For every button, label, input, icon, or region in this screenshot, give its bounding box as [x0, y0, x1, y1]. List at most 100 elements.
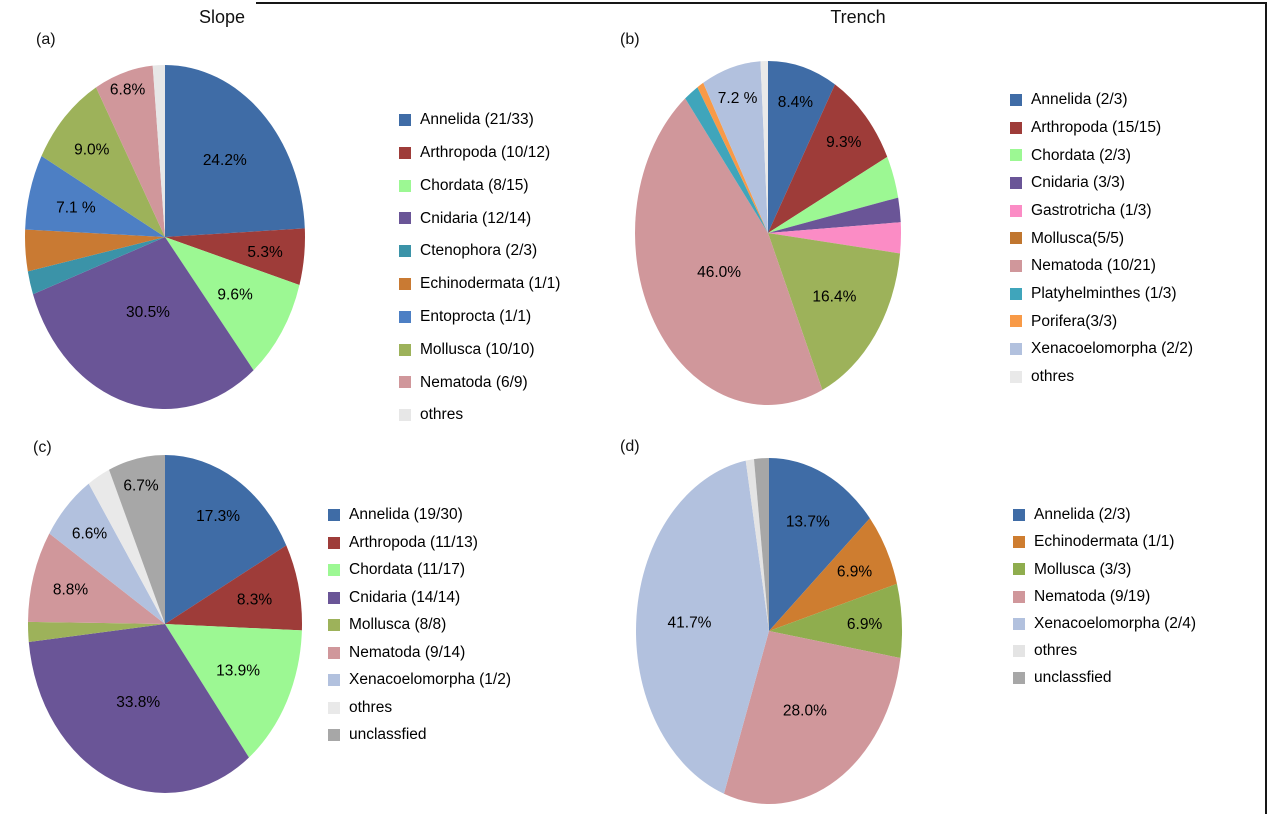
panel-label-a: (a): [36, 31, 56, 48]
pie-b-slice-porifera: [697, 82, 768, 233]
legend-item-label: Entoprocta (1/1): [420, 308, 532, 326]
legend-swatch: [399, 212, 411, 225]
pie-a-slice-ctenophora: [27, 237, 165, 295]
legend-swatch: [1013, 536, 1025, 549]
legend-item: Cnidaria (3/3): [1010, 169, 1193, 197]
pie-b-slice-xenacoelomorpha: [703, 61, 768, 233]
legend-item-label: Cnidaria (3/3): [1031, 174, 1125, 192]
pie-a-slice-mollusca: [41, 87, 166, 237]
legend-item: Arthropoda (15/15): [1010, 114, 1193, 142]
legend-swatch: [399, 409, 411, 422]
legend-item-label: Platyhelminthes (1/3): [1031, 285, 1177, 303]
pie-b-slice-label-arthropoda: 9.3%: [826, 134, 862, 151]
pie-d-slice-mollusca: [769, 583, 902, 659]
legend-item: Echinodermata (1/1): [399, 268, 560, 301]
legend-a: Annelida (21/33) Arthropoda (10/12) Chorda…: [399, 104, 560, 432]
pie-b-slice-label-xenacoelomorpha: 7.2 %: [718, 90, 758, 107]
legend-d: Annelida (2/3) Echinodermata (1/1) Mollusc…: [1013, 501, 1196, 691]
pie-a-slice-arthropoda: [165, 228, 305, 285]
legend-item-label: Mollusca (10/10): [420, 340, 535, 358]
legend-swatch: [399, 376, 411, 389]
legend-swatch: [1010, 204, 1022, 217]
legend-item-label: Porifera(3/3): [1031, 312, 1118, 330]
pie-c-slice-arthropoda: [165, 545, 302, 631]
legend-item: Cnidaria (14/14): [328, 584, 511, 612]
legend-swatch: [328, 564, 340, 576]
legend-item-label: unclassfied: [1034, 669, 1112, 687]
legend-item: Chordata (2/3): [1010, 142, 1193, 170]
legend-item-label: othres: [420, 406, 464, 424]
pie-c-slice-mollusca: [27, 621, 166, 643]
legend-swatch: [399, 113, 411, 126]
legend-swatch: [328, 591, 340, 604]
pie-c-slice-label-arthropoda: 8.3%: [237, 591, 273, 608]
frame-right-line: [1265, 2, 1267, 814]
pie-c-slice-label-cnidaria: 33.8%: [116, 694, 160, 711]
legend-item-label: Annelida (2/3): [1031, 91, 1128, 109]
legend-item: Xenacoelomorpha (1/2): [328, 666, 511, 694]
pie-d-slice-label-annelida: 13.7%: [786, 513, 830, 530]
legend-item: Gastrotricha (1/3): [1010, 197, 1193, 225]
legend-item-label: Echinodermata (1/1): [420, 275, 561, 293]
pie-a-slice-label-cnidaria: 30.5%: [126, 304, 170, 321]
legend-item-label: Nematoda (10/21): [1031, 257, 1156, 275]
legend-item: Nematoda (10/21): [1010, 252, 1193, 280]
legend-item: Mollusca(5/5): [1010, 225, 1193, 253]
legend-item-label: Chordata (8/15): [420, 176, 529, 194]
panel-label-b: (b): [620, 31, 640, 48]
legend-swatch: [1013, 644, 1025, 657]
legend-swatch: [328, 536, 340, 549]
pie-a-slice-othres: [152, 65, 165, 237]
pie-c-slice-label-chordata: 13.9%: [216, 663, 260, 680]
pie-b-slice-othres: [760, 60, 768, 234]
pie-d-slice-label-mollusca: 6.9%: [847, 616, 883, 633]
pie-a-slice-nematoda: [96, 65, 165, 237]
legend-item-label: Gastrotricha (1/3): [1031, 201, 1152, 219]
legend-swatch: [1010, 232, 1022, 245]
legend-item: Arthropoda (11/13): [328, 529, 511, 557]
legend-swatch: [1010, 287, 1022, 300]
legend-swatch: [328, 509, 340, 521]
column-title-slope: Slope: [198, 7, 246, 27]
legend-item: othres: [1010, 363, 1193, 391]
pie-d-slice-label-echinodermata: 6.9%: [837, 564, 873, 581]
legend-swatch: [1010, 93, 1022, 106]
legend-swatch: [1013, 617, 1025, 630]
legend-item: Annelida (21/33): [399, 104, 560, 137]
legend-item-label: Echinodermata (1/1): [1034, 533, 1175, 551]
pie-a-slice-label-chordata: 9.6%: [217, 286, 253, 303]
legend-swatch: [399, 310, 411, 323]
legend-swatch: [1013, 590, 1025, 603]
pie-d-slice-echinodermata: [769, 518, 897, 631]
legend-item: Annelida (19/30): [328, 501, 511, 529]
pie-c-slice-label-xenacoelomorpha: 6.6%: [72, 526, 108, 543]
pie-c-slice-label-annelida: 17.3%: [196, 508, 240, 525]
pie-a-slice-entoprocta: [25, 156, 165, 237]
legend-item: unclassfied: [328, 721, 511, 749]
legend-item-label: Nematoda (9/19): [1034, 587, 1151, 605]
legend-item-label: Annelida (21/33): [420, 111, 534, 129]
legend-item: Nematoda (9/14): [328, 639, 511, 667]
pie-a-slice-label-entoprocta: 7.1 %: [56, 199, 96, 216]
pie-b-slice-label-nematoda: 46.0%: [697, 264, 741, 281]
pie-d-slice-annelida: [769, 458, 870, 631]
legend-item: unclassfied: [1013, 665, 1196, 692]
pie-d-slice-unclassfied: [753, 458, 769, 631]
legend-swatch: [1013, 508, 1025, 521]
legend-swatch: [1010, 260, 1022, 273]
legend-swatch: [1010, 315, 1022, 328]
pie-a-slice-echinodermata: [25, 229, 165, 272]
legend-item-label: Nematoda (9/14): [349, 643, 466, 661]
pie-d-slice-othres: [745, 459, 769, 631]
pie-d-slice-xenacoelomorpha: [636, 460, 769, 794]
legend-item: Xenacoelomorpha (2/4): [1013, 610, 1196, 637]
legend-item: Mollusca (10/10): [399, 333, 560, 366]
pie-c-slice-xenacoelomorpha: [49, 483, 165, 624]
legend-item-label: Chordata (2/3): [1031, 146, 1131, 164]
pie-a-slice-label-nematoda: 6.8%: [110, 82, 146, 99]
legend-item: Chordata (8/15): [399, 169, 560, 202]
legend-item: Arthropoda (10/12): [399, 136, 560, 169]
pie-a-slice-annelida: [165, 65, 305, 237]
legend-item: Nematoda (6/9): [399, 366, 560, 399]
panel-label-d: (d): [620, 438, 640, 455]
